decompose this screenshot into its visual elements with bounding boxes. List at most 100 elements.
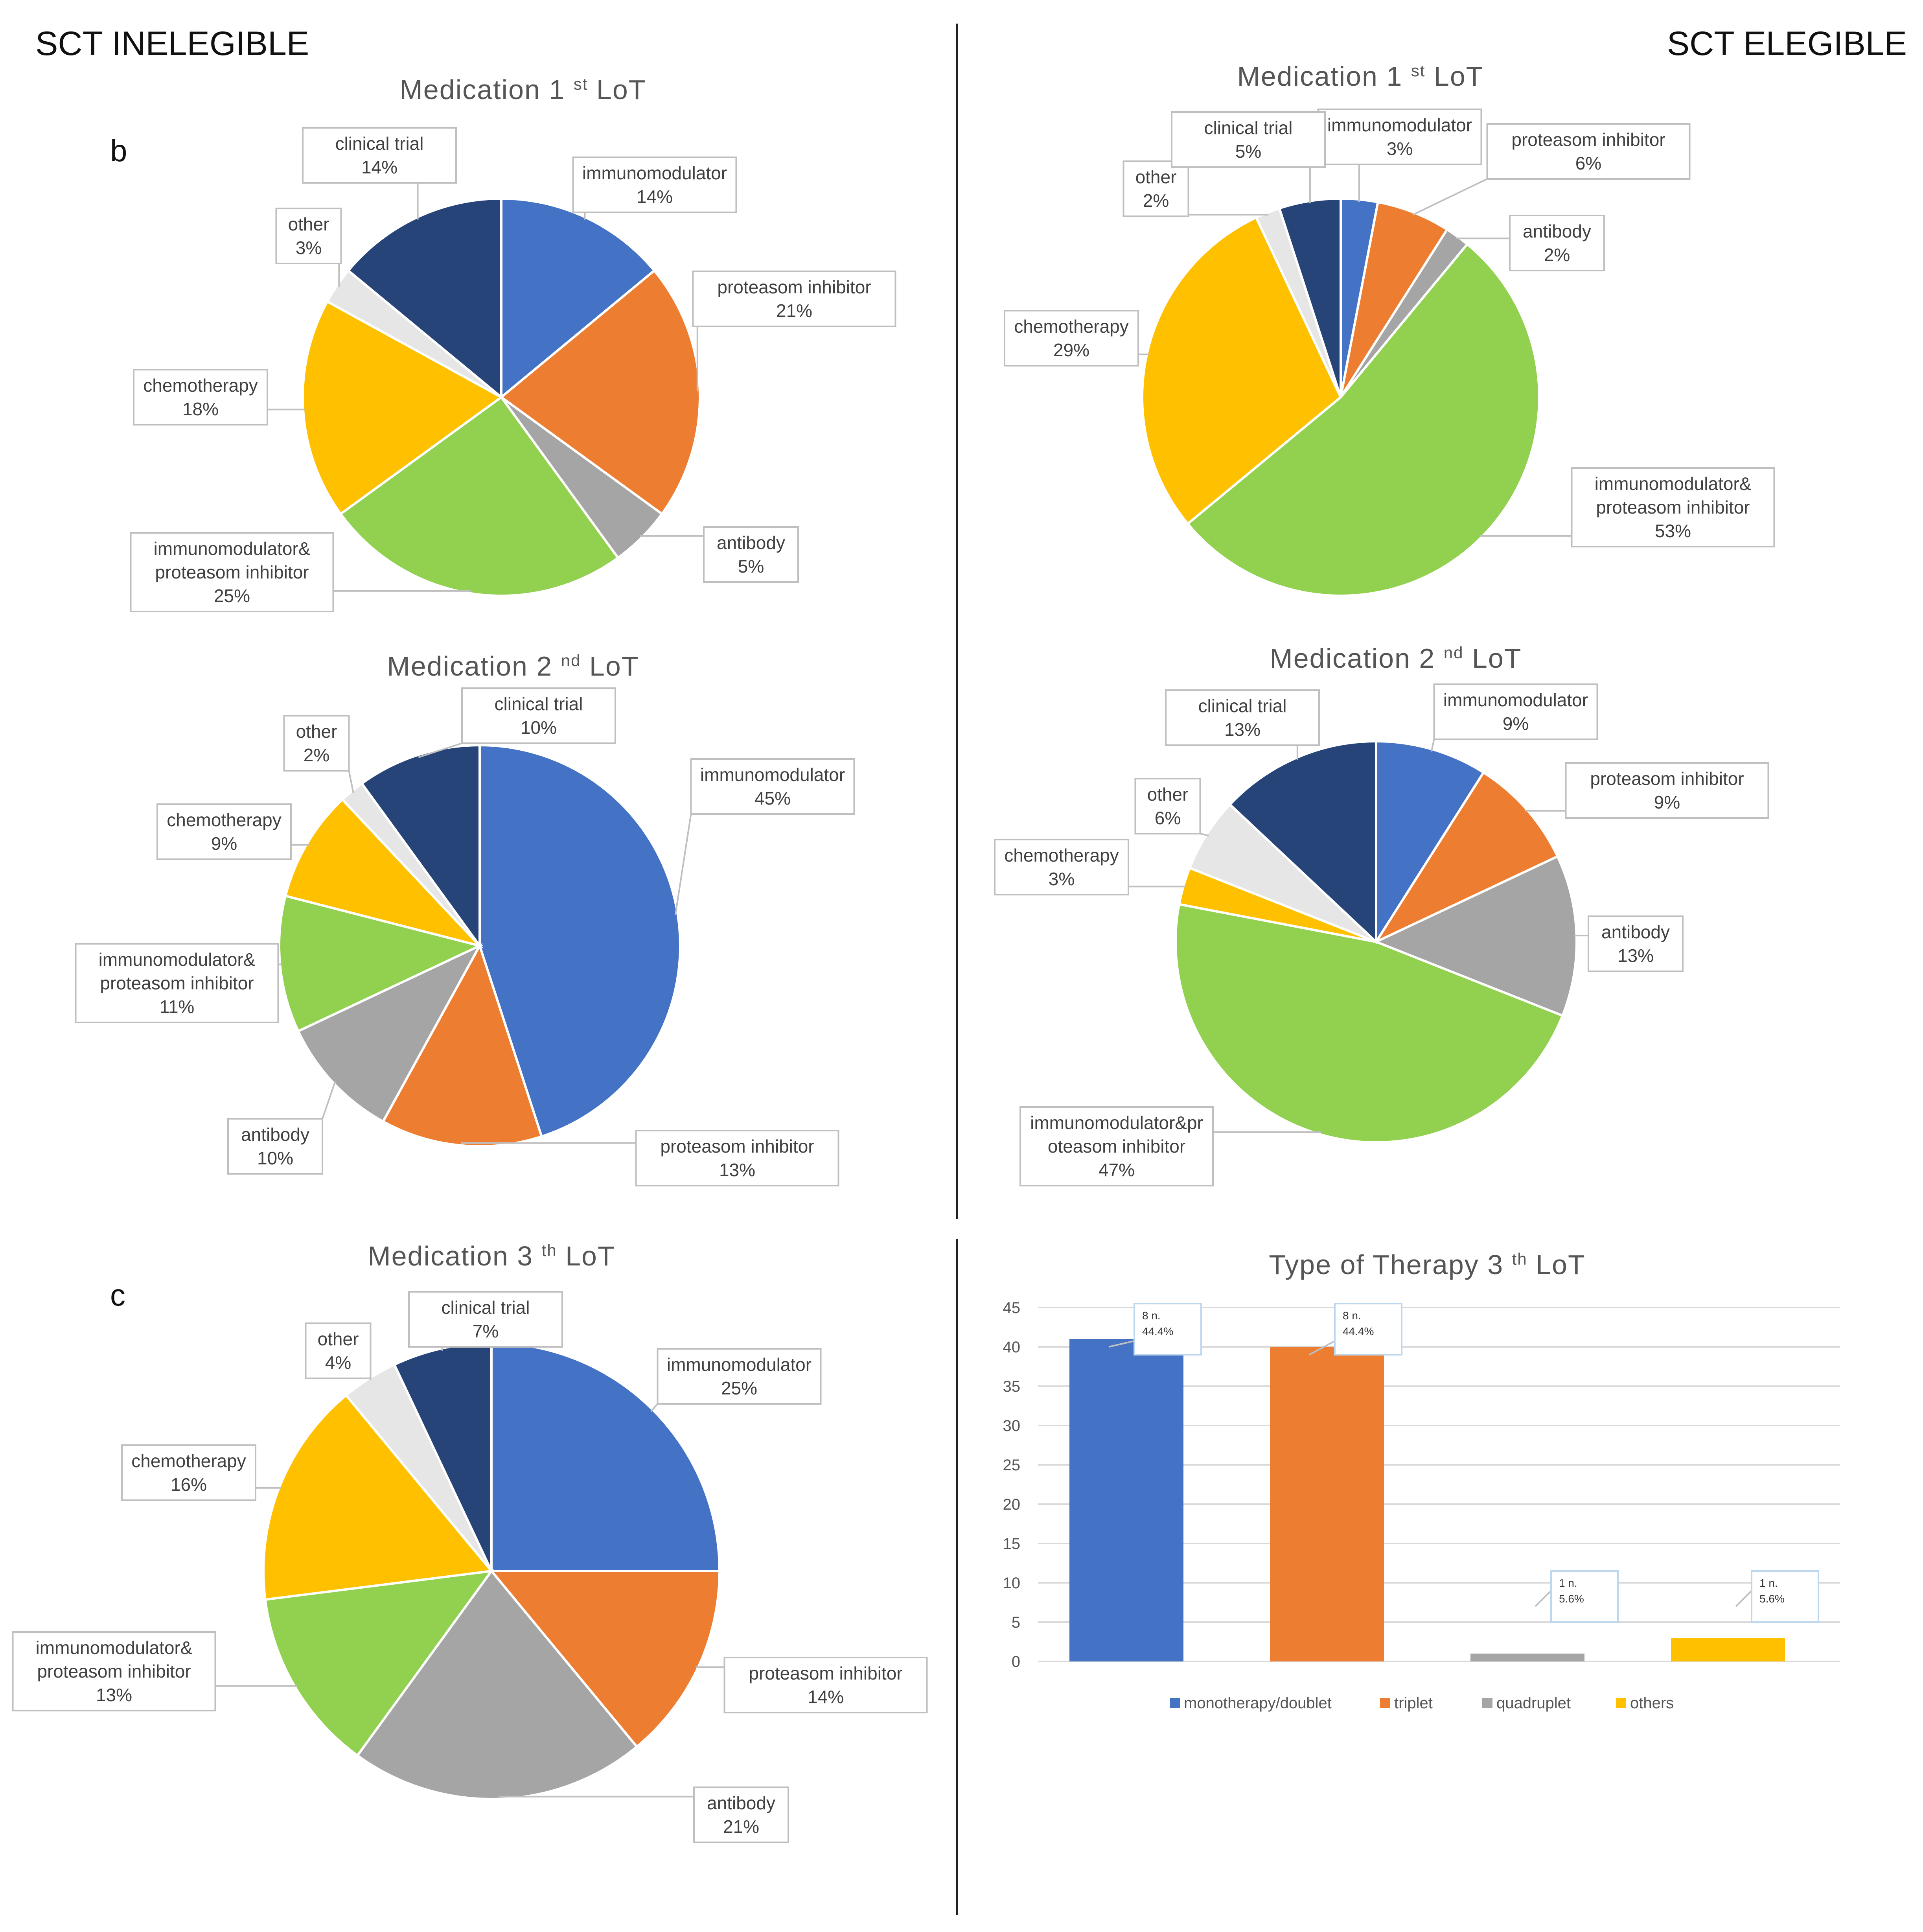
chart-title: Medication 1 st LoT <box>399 74 646 105</box>
callout-percent: 5% <box>1235 141 1261 162</box>
y-tick-label: 15 <box>1003 1535 1021 1553</box>
callout-leader-line <box>650 1403 659 1412</box>
y-tick-label: 35 <box>1003 1378 1021 1395</box>
header-sct-ineligible: SCT INELEGIBLE <box>35 25 309 63</box>
callout-percent: 3% <box>296 238 322 258</box>
callout-percent: 25% <box>214 586 250 606</box>
callout-percent: 11% <box>160 996 195 1017</box>
callout-box-antibody <box>1509 215 1605 271</box>
data-label-percent: 44.4% <box>1343 1325 1374 1337</box>
pie-slice-proteasom-inhibitor <box>499 269 701 516</box>
callout-percent: 9% <box>1654 792 1680 812</box>
callout-box-immunomodulator-proteasom-inhibitor <box>1571 467 1775 547</box>
chart-title-suffix: LoT <box>1463 643 1522 674</box>
callout-percent: 45% <box>754 788 791 809</box>
callout-percent: 47% <box>1099 1160 1135 1180</box>
pie-slice-clinical-trial <box>346 197 502 400</box>
callout-box-clinical-trial <box>1165 689 1320 746</box>
callout-box-immunomodulator <box>1317 109 1482 165</box>
callout-label: clinical trial <box>1198 696 1287 716</box>
pie-slice-proteasom-inhibitor <box>489 1570 721 1749</box>
callout-label: immunomodulator <box>667 1354 812 1375</box>
callout-box-other <box>1123 160 1189 217</box>
callout-label: chemotherapy <box>131 1451 246 1471</box>
pie-chart-right-2nd-lot: Medication 2 nd LoT immunomodulator 9% prot… <box>994 643 1769 1186</box>
callout-label: immunomodulator& <box>154 538 311 559</box>
callout-percent: 53% <box>1655 521 1691 541</box>
pie-chart-left-2nd-lot: Medication 2 nd LoT immunomodulator 45% pro… <box>75 651 855 1186</box>
callout-box-antibody <box>703 526 799 583</box>
callout-label: immunomodulator& <box>99 949 256 970</box>
pie-slice-chemotherapy <box>262 1393 494 1601</box>
pie-slice-immunomodulator-proteasom-inhibitor <box>264 1569 494 1757</box>
callout-box-proteasom-inhibitor <box>1486 123 1691 180</box>
callout-label: antibody <box>241 1124 309 1145</box>
callout-percent: 10% <box>521 717 557 738</box>
callout-label: other <box>1135 167 1177 187</box>
callout-box-chemotherapy <box>994 839 1129 895</box>
callout-box-immunomodulator <box>690 758 855 815</box>
callout-label: proteasom inhibitor <box>155 562 309 582</box>
pie-chart-right-1st-lot: Medication 1 st LoT immunomodulator 3% prot… <box>1004 61 1775 597</box>
callout-leader-line <box>322 1081 336 1119</box>
callout-box-proteasom-inhibitor <box>692 271 896 327</box>
chart-title-main: Type of Therapy 3 <box>1269 1249 1512 1280</box>
chart-title-suffix: LoT <box>588 74 646 105</box>
callout-label: antibody <box>717 532 785 553</box>
callout-percent: 6% <box>1575 153 1601 173</box>
pie-slice-chemotherapy <box>284 797 484 948</box>
data-label-percent: 44.4% <box>1142 1325 1173 1337</box>
callout-box-immunomodulator-proteasom-inhibitor <box>12 1631 216 1711</box>
callout-label: proteasom inhibitor <box>100 973 254 993</box>
callout-box-other <box>275 208 342 264</box>
callout-percent: 21% <box>776 300 812 321</box>
bar-triplet <box>1270 1347 1384 1661</box>
legend-swatch-monotherapy-doublet <box>1170 1698 1180 1708</box>
callout-box-immunomodulator-pr-oteasom-inhibitor <box>1019 1106 1214 1186</box>
callout-box-clinical-trial <box>1171 111 1326 168</box>
callout-label: immunomodulator <box>582 163 727 183</box>
callout-percent: 7% <box>473 1321 499 1341</box>
callout-percent: 13% <box>719 1160 755 1180</box>
callout-box-immunomodulator <box>657 1348 822 1405</box>
data-label-count: 8 n. <box>1343 1309 1361 1322</box>
pie-slice-immunomodulator-proteasom-inhibitor <box>1186 242 1540 597</box>
callout-label: other <box>288 214 329 234</box>
data-label-leader-line <box>1735 1590 1752 1607</box>
callout-percent: 2% <box>1544 245 1570 265</box>
pie-chart-left-3rd-lot: Medication 3 th LoT immunomodulator 25% pro… <box>12 1241 928 1843</box>
callout-label: chemotherapy <box>143 375 258 396</box>
chart-title-superscript: th <box>1512 1250 1527 1268</box>
callout-box-immunomodulator <box>572 157 737 213</box>
chart-title-main: Medication 1 <box>1237 61 1411 92</box>
callout-percent: 25% <box>721 1378 757 1398</box>
callout-label: oteasom inhibitor <box>1048 1136 1185 1157</box>
callout-label: chemotherapy <box>167 810 282 830</box>
callout-label: other <box>318 1329 359 1349</box>
pie-slice-immunomodulator-pr-oteasom-inhibitor <box>1174 902 1564 1144</box>
callout-box-clinical-trial <box>302 127 457 184</box>
y-tick-label: 25 <box>1003 1457 1021 1474</box>
callout-percent: 9% <box>211 833 237 854</box>
callout-label: immunomodulator <box>1327 115 1472 135</box>
data-label-box <box>1134 1303 1202 1356</box>
y-tick-label: 20 <box>1003 1496 1021 1513</box>
callout-label: immunomodulator& <box>36 1637 193 1658</box>
callout-label: antibody <box>707 1793 775 1813</box>
callout-label: other <box>1147 784 1189 805</box>
data-label-box <box>1334 1303 1402 1356</box>
y-tick-label: 45 <box>1003 1299 1021 1317</box>
callout-label: other <box>296 721 337 742</box>
callout-label: clinical trial <box>335 133 424 154</box>
pie-slice-immunomodulator <box>500 197 656 400</box>
callout-percent: 10% <box>257 1148 293 1168</box>
callout-percent: 16% <box>171 1474 207 1495</box>
legend-label-triplet: triplet <box>1394 1694 1433 1712</box>
callout-label: chemotherapy <box>1004 845 1119 866</box>
callout-leader-line <box>418 742 462 758</box>
callout-label: proteasom inhibitor <box>1511 129 1665 150</box>
chart-title-superscript: nd <box>561 651 581 670</box>
pie-slice-antibody <box>296 943 483 1123</box>
callout-label: proteasom inhibitor <box>717 277 871 297</box>
callout-percent: 29% <box>1053 340 1089 360</box>
